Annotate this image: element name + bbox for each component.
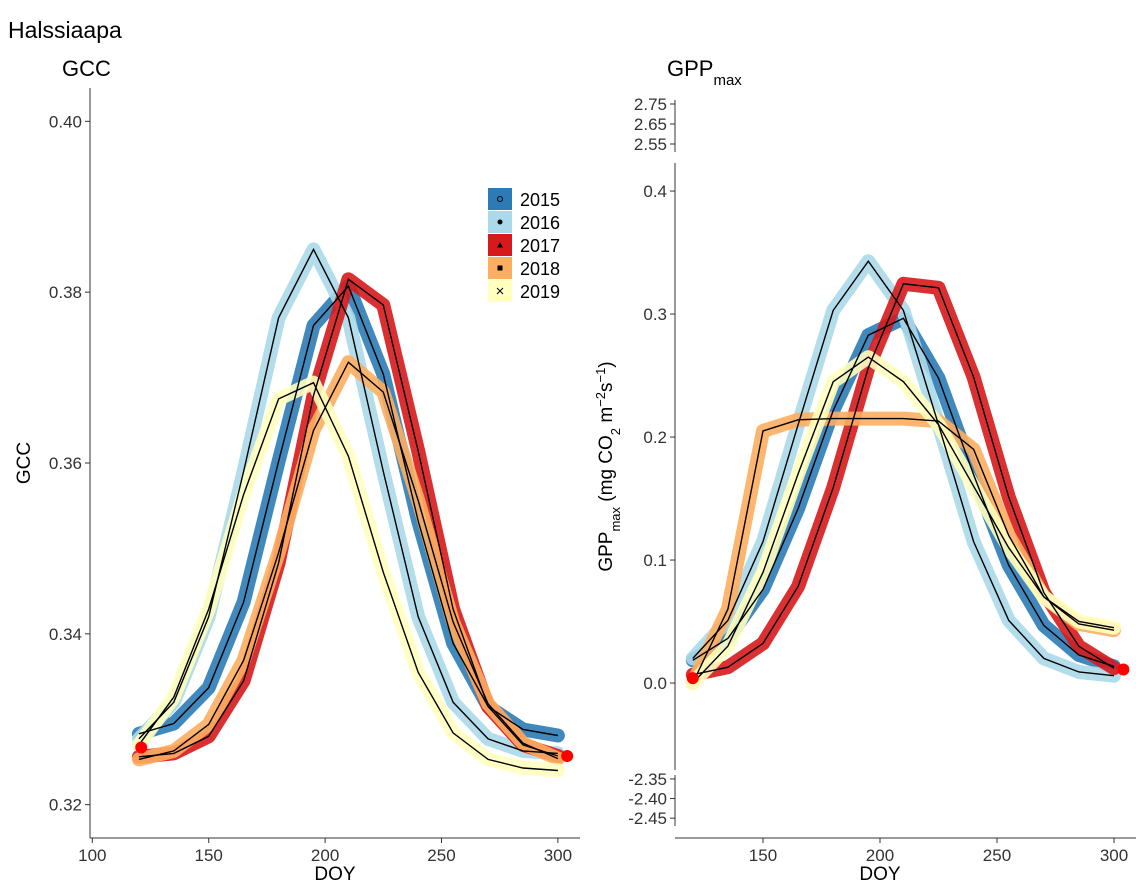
endpoint [1117,663,1130,676]
y-tick-label: -2.40 [628,790,667,809]
x-axis-title: DOY [859,864,901,884]
y-axis-title-part: GPP [596,532,617,572]
legend-symbol [497,242,503,248]
fit-line [138,381,558,772]
y-axis-title: GPPmax (mg CO2 m−2s−1) [593,361,623,571]
y-tick-label: 0.34 [49,625,82,644]
fit-line [692,356,1115,684]
y-tick-label: 2.75 [634,95,667,114]
y-axis-title-part: −2 [593,392,608,407]
x-tick-label: 200 [866,846,894,865]
y-axis-title: GCC [14,442,35,484]
y-axis-title-part: (mg CO [596,435,617,507]
y-axis-title-part: −1 [593,368,608,383]
y-tick-label: 0.4 [643,182,667,201]
fit-line [692,283,1115,676]
endpoint [561,749,574,762]
page-title: Halssiaapa [8,17,122,43]
x-tick-label: 250 [983,846,1011,865]
fit-line [692,317,1115,668]
panel-title: GCC [62,56,111,81]
x-tick-label: 250 [427,846,455,865]
x-tick-label: 200 [311,846,339,865]
x-axis-title: DOY [314,864,356,884]
legend-symbol [497,265,503,271]
ribbon [131,279,565,743]
y-tick-label: -2.45 [628,809,667,828]
panel-title: GPPmax [667,56,742,89]
legend-symbol [497,219,503,225]
y-tick-label: 2.55 [634,135,667,154]
ribbon [131,242,565,761]
x-tick-label: 300 [544,846,572,865]
y-axis-title-part: max [608,506,623,531]
fit-line [138,278,559,758]
legend-symbol [497,196,503,202]
legend-label: 2018 [520,259,560,279]
y-axis-title-part: ) [596,361,617,367]
fit-line [692,259,1115,677]
legend-key [488,188,512,210]
y-tick-label: 0.1 [643,551,667,570]
y-tick-label: 0.32 [49,796,82,815]
fit-line [138,361,559,761]
y-axis-title-part: s [596,383,617,393]
legend-label: 2019 [520,282,560,302]
y-tick-label: 0.3 [643,305,667,324]
legend-symbol [496,287,504,295]
y-tick-label: 2.65 [634,115,667,134]
y-axis-title-part: 2 [608,428,623,435]
legend-label: 2017 [520,236,560,256]
y-tick-label: -2.35 [628,770,667,789]
fit-line [138,284,559,737]
x-tick-label: 100 [78,846,106,865]
y-tick-label: 0.40 [49,112,82,131]
x-tick-label: 150 [195,846,223,865]
endpoint [135,741,148,754]
plot-area [131,242,565,778]
y-tick-label: 0.38 [49,283,82,302]
x-tick-label: 300 [1100,846,1128,865]
legend-label: 2016 [520,213,560,233]
x-tick-label: 150 [749,846,777,865]
legend-label: 2015 [520,190,560,210]
fit-line [138,247,558,755]
endpoint [686,672,699,685]
plot-area [685,254,1121,690]
y-tick-label: 0.36 [49,454,82,473]
y-axis-title-part: m [596,407,617,428]
y-tick-label: 0.2 [643,428,667,447]
y-tick-label: 0.0 [643,674,667,693]
